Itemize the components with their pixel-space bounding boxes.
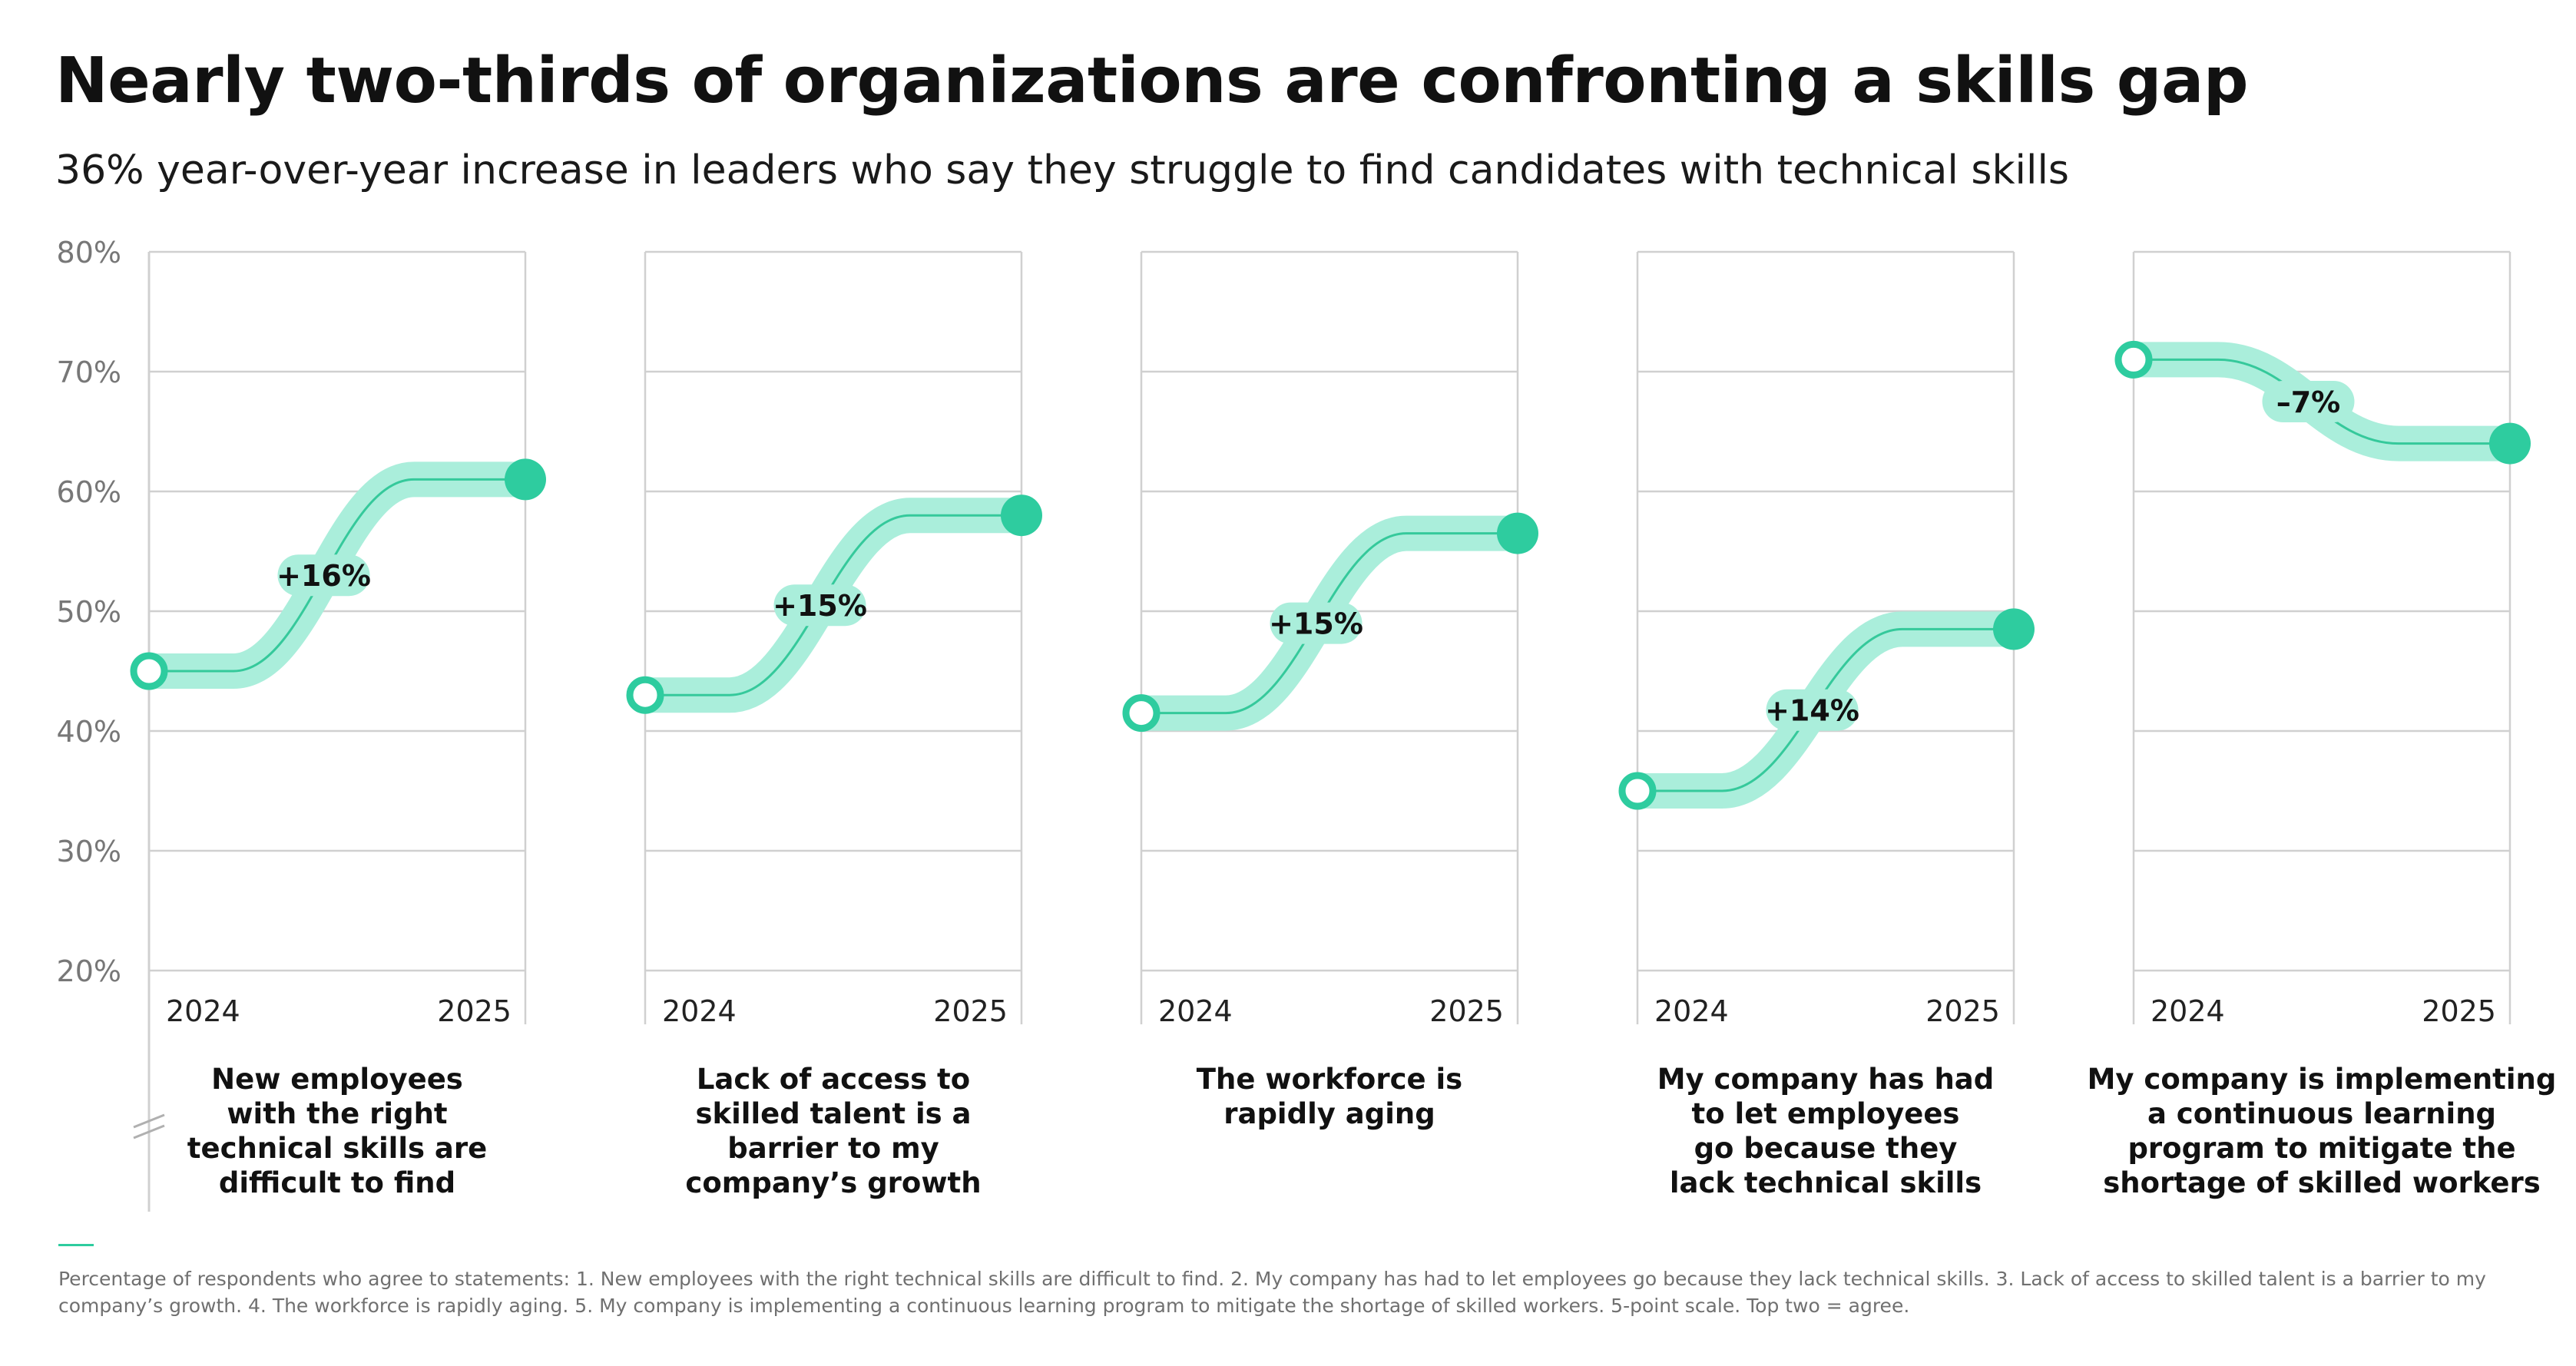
panel-label-line: My company is implementing [2088,1063,2557,1096]
x-label-2024: 2024 [166,994,240,1028]
marker-2025 [505,458,546,501]
panel-label-line: go because they [1694,1132,1958,1165]
panel-label-line: to let employees [1692,1097,1960,1130]
panel-label-line: The workforce is [1197,1063,1462,1096]
x-label-2025: 2025 [933,994,1008,1028]
panel-label-line: skilled talent is a [695,1097,971,1130]
axis-break-mark [133,1113,165,1129]
footnote: Percentage of respondents who agree to s… [58,1268,2486,1317]
panel-label-line: with the right [227,1097,447,1130]
panel-label-line: program to mitigate the [2127,1132,2515,1165]
panel-label-line: barrier to my [727,1132,939,1165]
change-label-bg [2262,381,2355,422]
panel-label-line: Lack of access to [697,1063,970,1096]
chart-title: Nearly two-thirds of organizations are c… [55,45,2249,117]
x-label-2024: 2024 [2151,994,2225,1028]
chart-subtitle: 36% year-over-year increase in leaders w… [55,147,2069,193]
marker-2024 [2114,340,2153,379]
panel-label-line: rapidly aging [1223,1097,1435,1130]
change-label: –7% [2276,385,2341,419]
axis-break-mark [133,1124,165,1139]
x-label-2024: 2024 [1654,994,1729,1028]
panel-label-line: company’s growth [685,1166,981,1199]
change-label-bg [277,554,370,597]
x-label-2025: 2025 [2422,994,2496,1028]
footnote-accent-line [58,1244,94,1246]
change-label-bg [773,584,866,627]
x-label-2024: 2024 [1158,994,1233,1028]
x-label-2025: 2025 [1429,994,1504,1028]
change-label-bg [1270,602,1362,644]
panel-label-line: shortage of skilled workers [2103,1166,2541,1199]
change-label: +15% [1269,607,1363,641]
marker-2025 [1993,608,2035,650]
panel-label-line: My company has had [1657,1063,1995,1096]
y-tick-label: 80% [57,236,121,270]
y-tick-label: 50% [57,595,121,629]
x-label-2025: 2025 [437,994,512,1028]
marker-2025 [1497,512,1538,554]
marker-2025 [1001,494,1042,537]
marker-2024 [1618,772,1657,810]
panel-label-line: difficult to find [219,1166,455,1199]
x-label-2024: 2024 [662,994,737,1028]
panel-label-line: a continuous learning [2147,1097,2496,1130]
y-tick-label: 20% [57,954,121,988]
panel-label-line: New employees [211,1063,463,1096]
x-label-2025: 2025 [1925,994,2000,1028]
change-label: +15% [773,589,867,623]
change-label: +16% [276,559,371,593]
marker-2025 [2489,422,2531,465]
change-label: +14% [1765,694,1859,728]
y-tick-label: 70% [57,356,121,389]
y-tick-label: 40% [57,715,121,749]
marker-2024 [626,676,664,714]
slope-chart: 20% 30% 40% 50% 60% 70% 80% 2024 2025 +16% New emp… [57,236,2557,1212]
panel-label-line: technical skills are [187,1132,487,1165]
panel-label-line: lack technical skills [1670,1166,1982,1199]
change-label-bg [1766,689,1859,731]
marker-2024 [1122,694,1161,733]
y-tick-label: 30% [57,835,121,868]
marker-2024 [130,652,168,690]
y-tick-label: 60% [57,475,121,509]
